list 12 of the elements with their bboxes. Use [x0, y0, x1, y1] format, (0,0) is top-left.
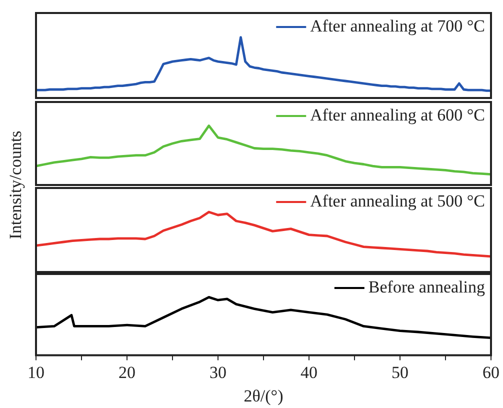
y-axis-title: Intensity/counts [6, 130, 26, 240]
x-axis-title: 2θ/(°) [244, 386, 284, 406]
legend-label: After annealing at 600 °C [310, 105, 485, 124]
x-tick-label: 20 [118, 362, 136, 382]
legend-label: After annealing at 700 °C [310, 16, 485, 36]
x-tick-label: 30 [210, 362, 226, 382]
x-tick-label: 10 [28, 362, 44, 382]
legend-label: After annealing at 500 °C [310, 191, 485, 210]
x-tick-label: 50 [392, 362, 408, 382]
x-tick-label: 60 [482, 362, 500, 382]
x-tick-label: 40 [300, 362, 318, 382]
legend-label: Before annealing [368, 277, 486, 296]
